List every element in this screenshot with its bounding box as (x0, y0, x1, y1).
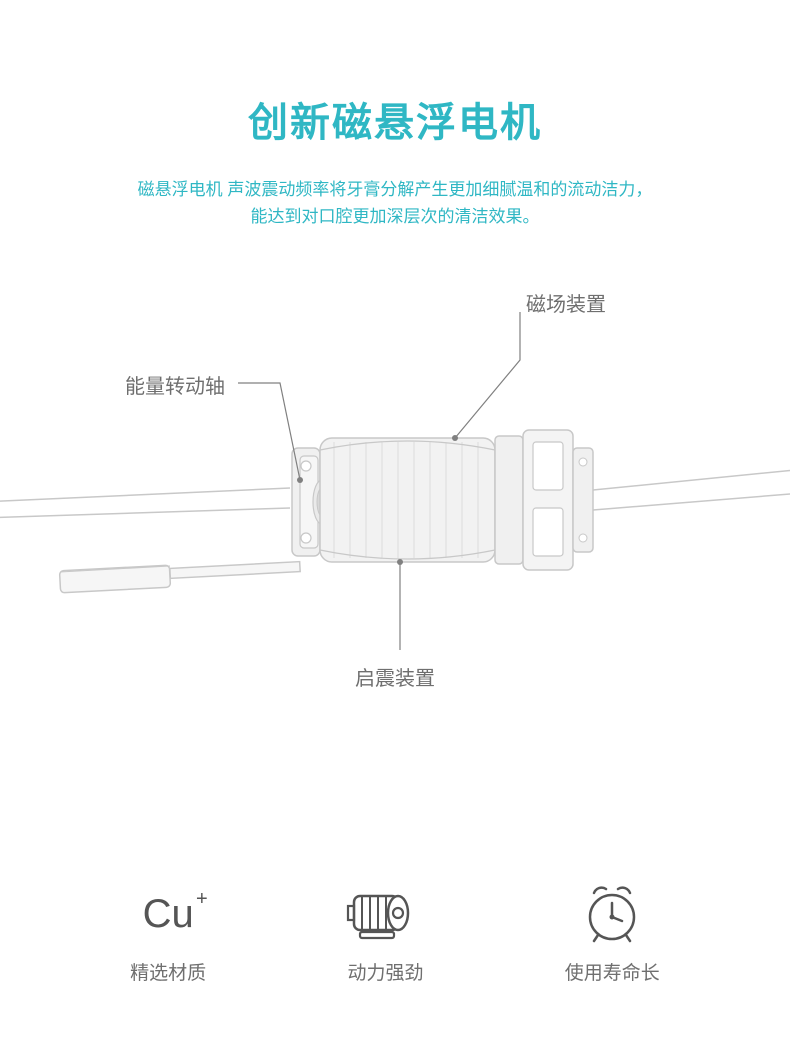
motor-icon (346, 884, 424, 944)
material-feature: Cu+ 精选材质 (130, 884, 206, 985)
feature-label: 动力强劲 (347, 958, 423, 985)
feature-label: 精选材质 (130, 958, 206, 985)
lifetime-feature: 使用寿命长 (565, 884, 660, 985)
subtitle-line2: 能达到对口腔更加深层次的清洁效果。 (0, 203, 790, 230)
motor-diagram: 磁场装置 能量转动轴 启震装置 (0, 270, 790, 720)
feature-row: Cu+ 精选材质 动力强劲 (0, 884, 790, 985)
callout-magnetic-field: 磁场装置 (526, 288, 606, 317)
subtitle: 磁悬浮电机 声波震动频率将牙膏分解产生更加细腻温和的流动洁力， 能达到对口腔更加… (0, 176, 790, 230)
copper-icon: Cu+ (143, 884, 194, 944)
subtitle-line1: 磁悬浮电机 声波震动频率将牙膏分解产生更加细腻温和的流动洁力， (0, 176, 790, 203)
feature-label: 使用寿命长 (565, 958, 660, 985)
clock-icon (580, 884, 644, 944)
page-title: 创新磁悬浮电机 (0, 90, 790, 148)
callout-vibration-starter: 启震装置 (355, 662, 435, 691)
motor-drawing (0, 270, 790, 720)
power-feature: 动力强劲 (346, 884, 424, 985)
callout-energy-shaft: 能量转动轴 (125, 370, 225, 399)
